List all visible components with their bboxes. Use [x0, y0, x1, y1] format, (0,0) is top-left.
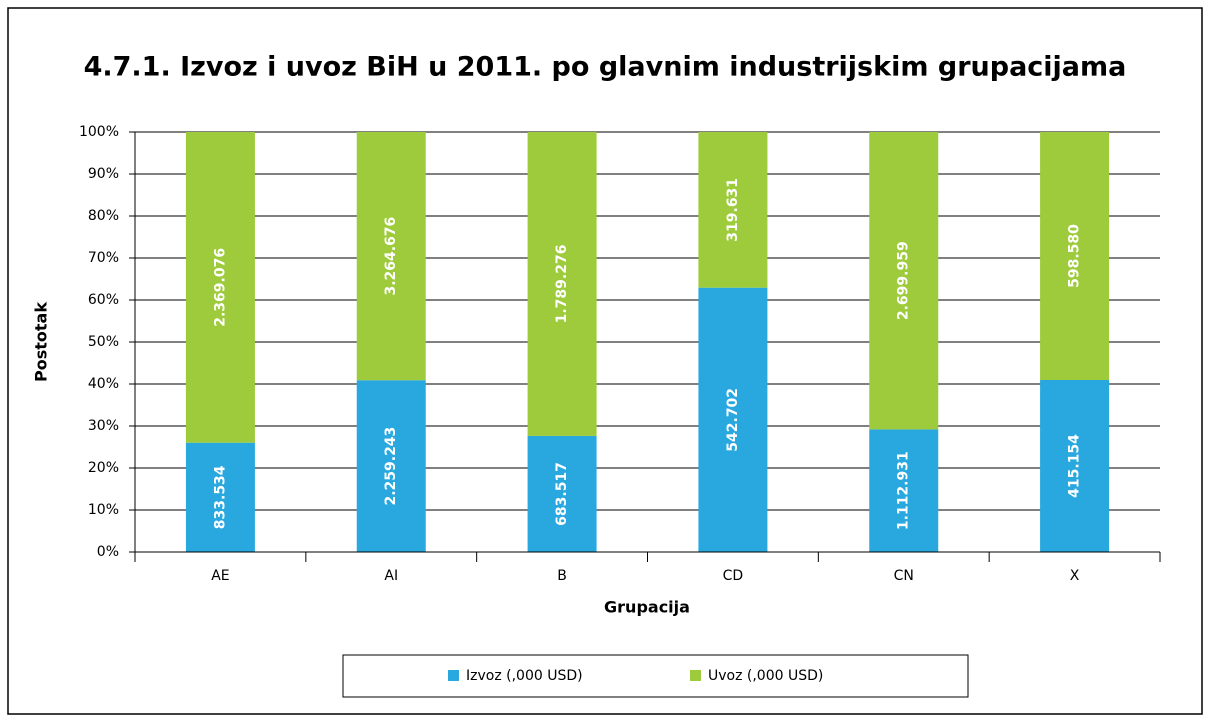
- x-tick-label: X: [1070, 568, 1080, 584]
- y-tick-label: 100%: [79, 124, 119, 140]
- bar-segment: [527, 132, 597, 436]
- legend-swatch: [690, 670, 701, 681]
- y-tick-label: 40%: [88, 376, 119, 392]
- bar-segment: [185, 132, 255, 443]
- legend-label: Izvoz (,000 USD): [466, 668, 583, 684]
- bar-segment: [185, 442, 255, 552]
- legend-label: Uvoz (,000 USD): [708, 668, 823, 684]
- x-tick-label: CN: [894, 568, 914, 584]
- data-label: 683.517: [554, 462, 570, 526]
- data-label: 2.699.959: [896, 241, 912, 320]
- x-tick-label: AI: [384, 568, 398, 584]
- data-label: 598.580: [1067, 224, 1083, 288]
- chart-title: 4.7.1. Izvoz i uvoz BiH u 2011. po glavn…: [84, 52, 1127, 83]
- bar-segment: [869, 132, 939, 430]
- y-tick-label: 80%: [88, 208, 119, 224]
- y-tick-label: 50%: [88, 334, 119, 350]
- y-axis-title: Postotak: [32, 302, 51, 382]
- y-tick-label: 30%: [88, 418, 119, 434]
- x-tick-label: CD: [723, 568, 744, 584]
- bar-segment: [356, 132, 426, 381]
- x-tick-label: AE: [211, 568, 229, 584]
- bar-segment: [1040, 379, 1110, 552]
- data-label: 2.369.076: [212, 248, 228, 327]
- data-label: 1.112.931: [896, 451, 912, 530]
- data-label: 542.702: [725, 388, 741, 452]
- x-tick-label: B: [557, 568, 567, 584]
- data-label: 833.534: [212, 465, 228, 529]
- bar-segment: [356, 380, 426, 552]
- data-label: 415.154: [1067, 434, 1083, 498]
- data-label: 2.259.243: [383, 427, 399, 506]
- y-tick-label: 0%: [97, 544, 119, 560]
- bar-segment: [698, 132, 768, 288]
- x-axis-title: Grupacija: [604, 598, 690, 617]
- y-tick-label: 20%: [88, 460, 119, 476]
- y-tick-label: 70%: [88, 250, 119, 266]
- bar-segment: [698, 287, 768, 552]
- legend-swatch: [448, 670, 459, 681]
- data-label: 319.631: [725, 178, 741, 242]
- y-tick-label: 90%: [88, 166, 119, 182]
- data-label: 1.789.276: [554, 245, 570, 324]
- bar-segment: [1040, 132, 1110, 380]
- y-tick-label: 60%: [88, 292, 119, 308]
- legend: [342, 654, 969, 698]
- y-tick-label: 10%: [88, 502, 119, 518]
- bar-segment: [869, 429, 939, 552]
- data-label: 3.264.676: [383, 217, 399, 296]
- bar-segment: [527, 435, 597, 552]
